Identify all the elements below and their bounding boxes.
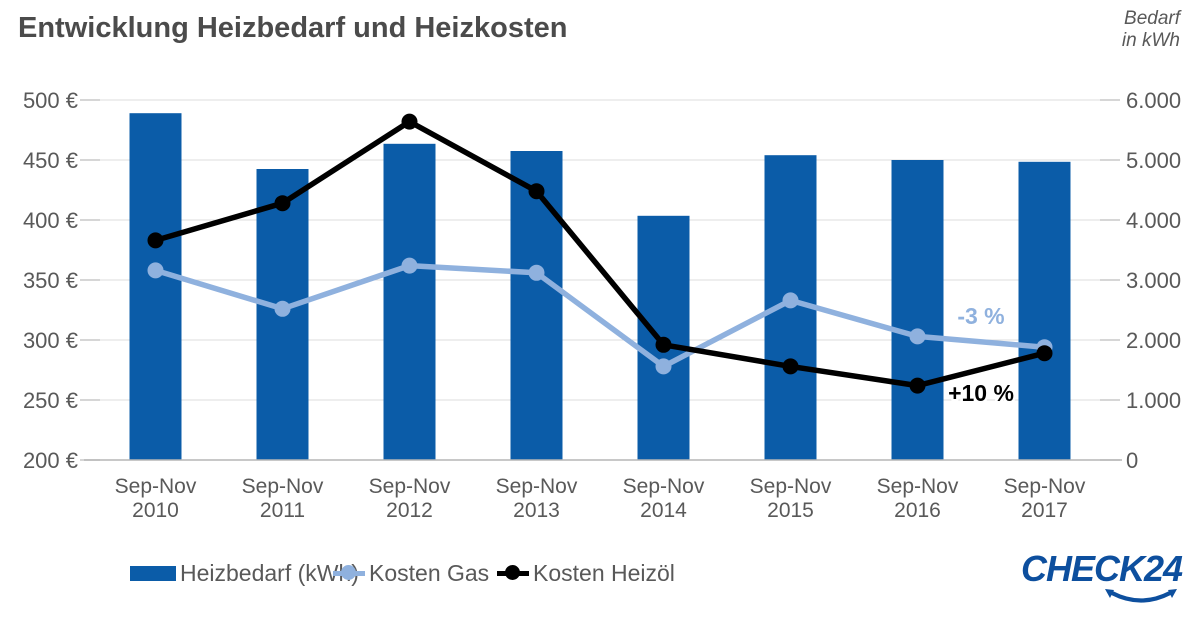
data-point-2011: [274, 300, 291, 317]
right-axis-note-line2: in kWh: [1121, 30, 1180, 52]
left-axis-tick-label: 450 €: [23, 148, 78, 173]
right-axis-tick-label: 4.000: [1126, 208, 1181, 233]
right-axis-tick-label: 2.000: [1126, 328, 1181, 353]
left-axis-tick-label: 300 €: [23, 328, 78, 353]
line-dot-swatch-icon: [497, 565, 529, 581]
check24-logo: CHECK24: [1002, 548, 1183, 612]
line-series: [152, 262, 1048, 370]
annotation: -3 %: [957, 303, 1004, 329]
data-point-2016: [909, 377, 926, 394]
chart-area: 500 € 450 € 400 € 350 € 300 € 250 € 200 € 6.000…: [23, 88, 1181, 522]
data-point-2012: [401, 113, 418, 130]
legend-item-heizbedarf: Heizbedarf (kWh): [130, 556, 359, 590]
bar-2010: [129, 113, 182, 460]
data-point-2013: [528, 183, 545, 200]
data-point-2012: [401, 257, 418, 274]
data-point-2015: [782, 358, 799, 375]
data-point-2010: [147, 262, 164, 279]
data-point-2016: [909, 328, 926, 345]
legend-item-heizoel: Kosten Heizöl: [497, 556, 675, 590]
legend-label-heizbedarf: Heizbedarf (kWh): [180, 559, 359, 586]
combo-chart: 500 € 450 € 400 € 350 € 300 € 250 € 200 € 6.000…: [23, 88, 1181, 522]
x-axis-label: Sep-Nov 2016: [877, 475, 959, 522]
legend-dot-heizoel: [505, 565, 520, 580]
data-point-2011: [274, 195, 291, 212]
data-point-2014: [655, 336, 672, 353]
right-axis-note-line1: Bedarf: [1124, 8, 1180, 29]
right-axis-tick-label: 0: [1126, 448, 1138, 473]
annotation: +10 %: [948, 380, 1014, 406]
left-axis-tick-label: 200 €: [23, 448, 78, 473]
data-point-2015: [782, 292, 799, 309]
page-title: Entwicklung Heizbedarf und Heizkosten: [18, 12, 568, 44]
x-axis-label: Sep-Nov 2013: [496, 475, 578, 522]
legend-label-gas: Kosten Gas: [369, 559, 490, 586]
left-axis-tick-label: 250 €: [23, 388, 78, 413]
line-series: [152, 118, 1048, 389]
bar-2012: [383, 143, 436, 461]
left-axis-tick-label: 350 €: [23, 268, 78, 293]
left-axis-tick-label: 500 €: [23, 88, 78, 113]
left-axis-tick-label: 400 €: [23, 208, 78, 233]
data-point-2017: [1036, 345, 1053, 362]
logo-swoosh-arrow-icon: [1105, 589, 1177, 603]
bar-swatch-icon: [130, 565, 176, 581]
legend-item-gas: Kosten Gas: [333, 556, 489, 590]
data-point-2010: [147, 232, 164, 249]
x-axis-label: Sep-Nov 2015: [750, 475, 832, 522]
right-axis-tick-label: 6.000: [1126, 88, 1181, 113]
data-point-2013: [528, 264, 545, 281]
legend-label-heizoel: Kosten Heizöl: [533, 559, 675, 586]
legend-dot-gas: [341, 565, 356, 580]
bar-2013: [510, 151, 563, 460]
right-axis-note: Bedarf in kWh: [1122, 8, 1180, 53]
bar-2016: [891, 160, 944, 460]
x-axis-label: Sep-Nov 2011: [242, 475, 324, 522]
data-point-2014: [655, 358, 672, 375]
bar-2017: [1018, 161, 1071, 461]
line-dot-swatch-icon: [333, 565, 365, 581]
chart-legend: Heizbedarf (kWh) Kosten Gas Kosten Heizö…: [0, 556, 1200, 590]
check24-logo-text: CHECK24: [1020, 548, 1183, 589]
right-axis-tick-label: 5.000: [1126, 148, 1181, 173]
right-axis-tick-label: 1.000: [1126, 388, 1181, 413]
right-axis-tick-label: 3.000: [1126, 268, 1181, 293]
x-axis-label: Sep-Nov 2014: [623, 475, 705, 522]
x-axis-label: Sep-Nov 2012: [369, 475, 451, 522]
x-axis-label: Sep-Nov 2010: [115, 475, 197, 522]
x-axis-label: Sep-Nov 2017: [1004, 475, 1086, 522]
